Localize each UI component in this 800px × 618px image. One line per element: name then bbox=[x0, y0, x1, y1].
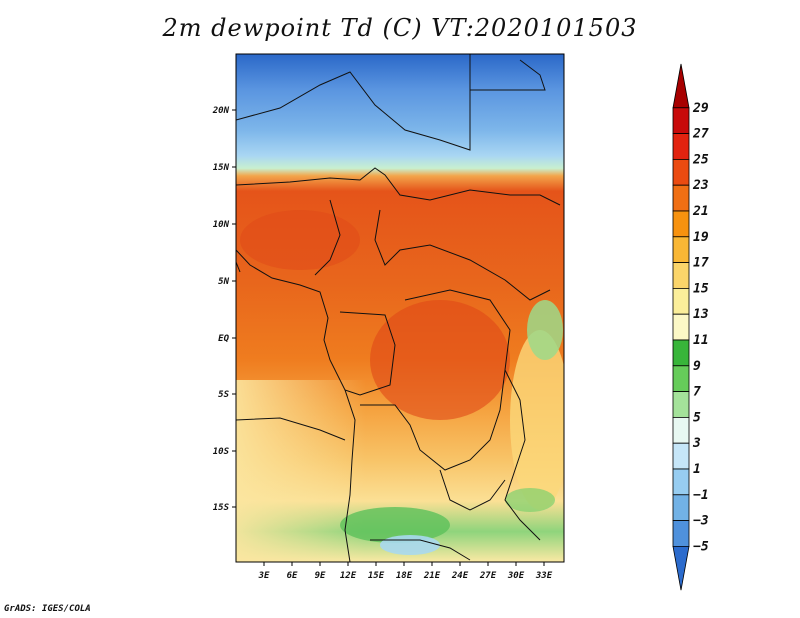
colorbar-segment bbox=[672, 546, 690, 591]
colorbar-segment bbox=[672, 391, 690, 418]
x-tick-label: 27E bbox=[479, 571, 497, 581]
colorbar-label: 19 bbox=[693, 230, 709, 245]
x-tick-label: 3E bbox=[258, 571, 270, 581]
colorbar-segment bbox=[672, 133, 690, 160]
colorbar-segment bbox=[672, 339, 690, 367]
colorbar-segment bbox=[672, 210, 690, 238]
colorbar-label: 25 bbox=[692, 152, 709, 167]
colorbar-label: 11 bbox=[693, 333, 709, 348]
x-tick-label: 30E bbox=[507, 571, 525, 581]
x-tick-label: 33E bbox=[535, 571, 553, 581]
colorbar-label: −3 bbox=[693, 514, 709, 529]
dewpoint-field bbox=[236, 54, 564, 562]
x-tick-label: 24E bbox=[451, 571, 469, 581]
colorbar-label: 15 bbox=[693, 281, 709, 296]
colorbar-segment bbox=[672, 287, 690, 315]
map-title: 2m dewpoint Td (C) VT:2020101503 bbox=[162, 14, 638, 42]
colorbar-segment bbox=[672, 107, 690, 135]
colorbar-label: 21 bbox=[692, 204, 709, 219]
x-axis-labels: 3E 6E 9E 12E 15E 18E 21E 24E 27E 30E 33E bbox=[258, 571, 553, 581]
y-tick-label: 5S bbox=[218, 390, 229, 400]
colorbar-label: 7 bbox=[693, 385, 701, 400]
y-tick-label: EQ bbox=[218, 334, 229, 344]
colorbar-segment bbox=[672, 184, 690, 212]
y-tick-label: 10N bbox=[213, 220, 230, 230]
colorbar-segment bbox=[672, 158, 690, 186]
colorbar-label: −5 bbox=[693, 539, 709, 554]
colorbar-segment bbox=[672, 416, 690, 444]
x-tick-marks bbox=[263, 562, 545, 566]
colorbar-segment bbox=[672, 262, 690, 289]
y-tick-marks bbox=[232, 109, 236, 508]
colorbar bbox=[672, 63, 690, 591]
colorbar-label: 13 bbox=[693, 307, 709, 322]
colorbar-segment bbox=[672, 442, 690, 470]
colorbar-label: 23 bbox=[692, 178, 709, 193]
colorbar-segment bbox=[672, 313, 690, 341]
colorbar-label: −1 bbox=[693, 488, 709, 503]
y-axis-labels: 20N 15N 10N 5N EQ 5S 10S 15S bbox=[212, 106, 230, 513]
colorbar-segment bbox=[672, 365, 690, 392]
credit-text: GrADS: IGES/COLA bbox=[4, 604, 91, 614]
colorbar-labels: 29 27 25 23 21 19 17 15 13 11 9 7 5 3 1 −1 −3 −5 bbox=[692, 101, 709, 555]
y-tick-label: 15S bbox=[213, 503, 230, 513]
colorbar-label: 17 bbox=[693, 256, 709, 271]
y-tick-label: 5N bbox=[218, 277, 229, 287]
x-tick-label: 21E bbox=[423, 571, 441, 581]
colorbar-label: 3 bbox=[692, 436, 701, 451]
colorbar-label: 9 bbox=[693, 359, 701, 374]
colorbar-segment bbox=[672, 494, 690, 521]
colorbar-label: 5 bbox=[693, 410, 701, 425]
x-tick-label: 6E bbox=[287, 571, 298, 581]
colorbar-segment bbox=[672, 63, 690, 109]
colorbar-segment bbox=[672, 468, 690, 496]
colorbar-segment bbox=[672, 236, 690, 264]
colorbar-label: 29 bbox=[692, 101, 709, 116]
colorbar-segment bbox=[672, 520, 690, 547]
y-tick-label: 10S bbox=[213, 447, 230, 457]
x-tick-label: 18E bbox=[396, 571, 413, 581]
map-frame bbox=[235, 53, 565, 563]
y-tick-label: 20N bbox=[212, 106, 230, 116]
colorbar-label: 1 bbox=[693, 462, 701, 477]
x-tick-label: 9E bbox=[315, 571, 326, 581]
country-boundaries bbox=[236, 54, 561, 562]
y-tick-label: 15N bbox=[213, 163, 230, 173]
x-tick-label: 15E bbox=[368, 571, 385, 581]
colorbar-label: 27 bbox=[692, 127, 709, 142]
x-tick-label: 12E bbox=[340, 571, 357, 581]
